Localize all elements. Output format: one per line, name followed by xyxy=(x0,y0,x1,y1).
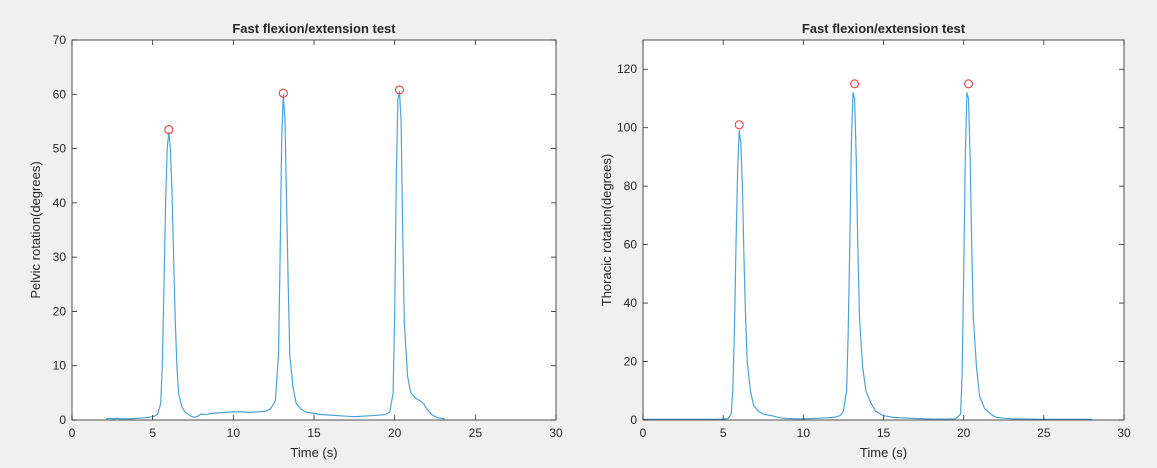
peak-marker-layer xyxy=(164,85,405,135)
series-layer xyxy=(105,91,445,420)
y-tick-label: 40 xyxy=(624,296,638,310)
y-tick-label: 100 xyxy=(617,121,637,135)
y-tick-label: 0 xyxy=(630,413,637,427)
y-tick-label: 120 xyxy=(617,62,637,76)
y-tick-label: 60 xyxy=(624,238,638,252)
peak-marker-3 xyxy=(394,85,405,95)
peak-marker-1 xyxy=(164,125,174,135)
peak-marker-2 xyxy=(278,88,288,98)
chart-title: Fast flexion/extension test xyxy=(232,21,396,36)
x-tick-label: 15 xyxy=(877,426,891,440)
x-axis-label: Time (s) xyxy=(290,445,337,460)
peak-marker-3 xyxy=(963,79,974,89)
chart-title: Fast flexion/extension test xyxy=(802,21,966,36)
y-tick-label: 40 xyxy=(53,196,67,210)
y-tick-label: 10 xyxy=(53,359,67,373)
y-tick-label: 0 xyxy=(59,413,66,427)
series-line-1 xyxy=(105,91,445,420)
peak-marker-layer xyxy=(734,79,974,130)
series-layer xyxy=(643,92,1092,420)
tick-layer: 0 5 10 15 20 25 30 0 20 40 60 80 100 120 xyxy=(617,40,1131,440)
y-tick-label: 20 xyxy=(53,304,67,318)
peak-marker-1 xyxy=(734,120,744,130)
x-tick-label: 30 xyxy=(1117,426,1131,440)
plot-area xyxy=(643,40,1124,420)
plot-area xyxy=(72,40,556,420)
x-axis-label: Time (s) xyxy=(860,445,907,460)
x-tick-label: 25 xyxy=(1037,426,1051,440)
y-tick-label: 20 xyxy=(624,355,638,369)
x-tick-label: 0 xyxy=(640,426,647,440)
thoracic-rotation-chart: 0 5 10 15 20 25 30 0 20 40 60 80 100 120 Fast flexion… xyxy=(599,21,1131,460)
tick-layer: 0 5 10 15 20 25 30 0 10 20 30 40 50 60 70 xyxy=(53,33,563,440)
x-tick-label: 20 xyxy=(957,426,971,440)
x-tick-label: 0 xyxy=(69,426,76,440)
pelvic-rotation-chart: 0 5 10 15 20 25 30 0 10 20 30 40 50 60 70 Fast flexion… xyxy=(28,21,563,460)
x-tick-label: 5 xyxy=(720,426,727,440)
y-tick-label: 70 xyxy=(53,33,67,47)
y-tick-label: 30 xyxy=(53,250,67,264)
y-tick-label: 80 xyxy=(624,179,638,193)
x-tick-label: 15 xyxy=(307,426,321,440)
y-axis-label: Pelvic rotation(degrees) xyxy=(28,161,43,298)
x-tick-label: 30 xyxy=(549,426,563,440)
x-tick-label: 20 xyxy=(388,426,402,440)
y-axis-label: Thoracic rotation(degrees) xyxy=(599,154,614,306)
x-tick-label: 10 xyxy=(797,426,811,440)
series-line-1 xyxy=(643,92,1092,420)
peak-marker-2 xyxy=(850,79,860,89)
y-tick-label: 60 xyxy=(53,87,67,101)
y-tick-label: 50 xyxy=(53,142,67,156)
x-tick-label: 10 xyxy=(227,426,241,440)
x-tick-label: 25 xyxy=(469,426,483,440)
x-tick-label: 5 xyxy=(149,426,156,440)
